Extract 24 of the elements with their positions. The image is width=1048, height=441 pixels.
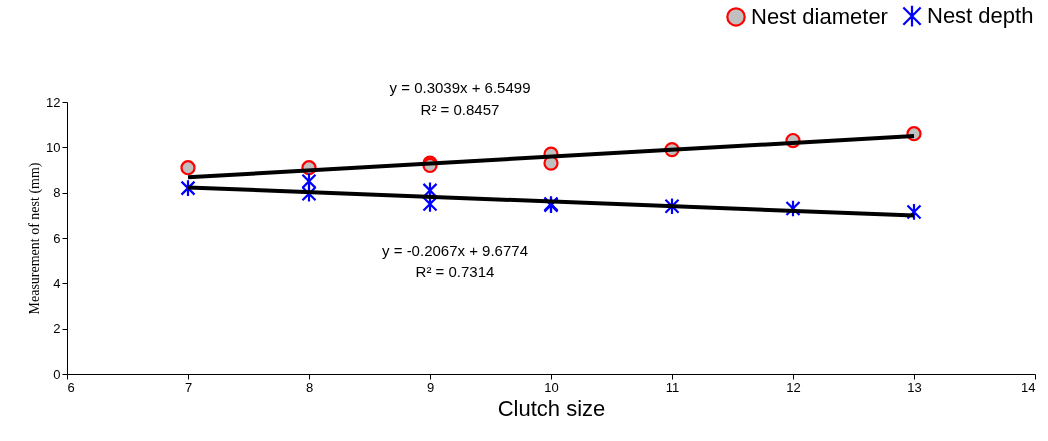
x-tick-label: 10 xyxy=(544,379,559,395)
x-axis-title: Clutch size xyxy=(497,395,606,421)
x-tick-label: 11 xyxy=(665,379,680,395)
y-tick-label: 12 xyxy=(46,94,61,110)
y-tick-label: 10 xyxy=(46,139,61,155)
x-tick-label: 6 xyxy=(67,379,75,395)
x-tick-label: 12 xyxy=(786,379,801,395)
y-tick-label: 4 xyxy=(53,275,61,291)
x-tick-label: 13 xyxy=(907,379,922,395)
y-tick-label: 0 xyxy=(53,366,61,382)
x-tick-label: 7 xyxy=(184,379,193,395)
x-tick-label: 9 xyxy=(426,379,435,395)
legend-label: Nest depth xyxy=(927,3,1034,29)
y-tick-label: 6 xyxy=(53,230,61,246)
text: y = 0.3039x + 6.5499 xyxy=(389,79,531,96)
y-tick-label: 8 xyxy=(53,185,61,201)
y-tick-label: 2 xyxy=(53,321,61,337)
x-tick-label: 8 xyxy=(305,379,314,395)
annotation: R² = 0.7314 xyxy=(415,263,495,280)
annotation: R² = 0.8457 xyxy=(420,101,500,118)
legend-label: Nest diameter xyxy=(751,3,888,29)
x-tick-label: 14 xyxy=(1021,379,1036,395)
y-axis-title: Measurement of nest (mm) xyxy=(27,162,44,315)
annotation: y = -0.2067x + 9.6774 xyxy=(382,242,528,259)
